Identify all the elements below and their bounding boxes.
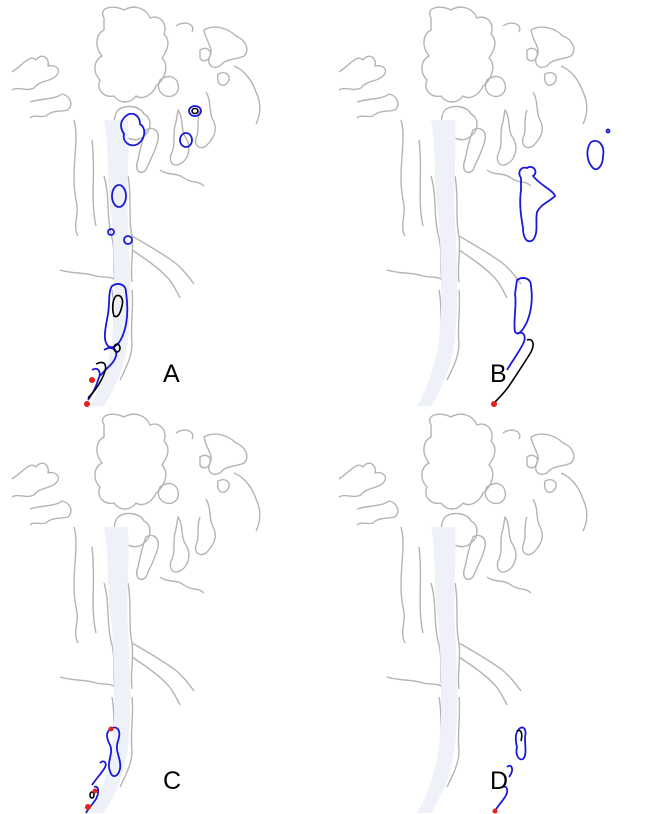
coastline-outline [11,6,261,407]
panel-label: A [163,360,180,388]
release-markers [491,401,497,407]
release-markers [84,377,95,407]
map-panel-a-canvas [11,6,261,407]
inlet-water [417,527,458,813]
contour-inner [87,107,199,399]
release-markers [85,726,114,810]
release-markers [492,808,498,814]
contour-outer [494,726,527,812]
map-panel-a: A [0,0,327,407]
coastline-outline [11,413,261,814]
panel-label: C [163,767,182,795]
panel-label: B [490,360,507,388]
map-panel-d: D [327,407,654,814]
map-panel-c: C [0,407,327,814]
map-panel-d-canvas [338,413,588,814]
contour-inner [494,338,534,403]
panel-label: D [490,767,509,795]
inlet-water [90,120,131,406]
contour-inner [516,729,523,742]
map-panel-c-canvas [11,413,261,814]
contour-outer [87,105,202,401]
contour-outer [506,128,611,371]
coastline-outline [338,413,588,814]
map-panel-b: B [327,0,654,407]
inlet-water [417,120,458,406]
map-panel-b-canvas [338,6,611,407]
contour-inner [89,791,95,799]
coastline-outline [338,6,588,407]
